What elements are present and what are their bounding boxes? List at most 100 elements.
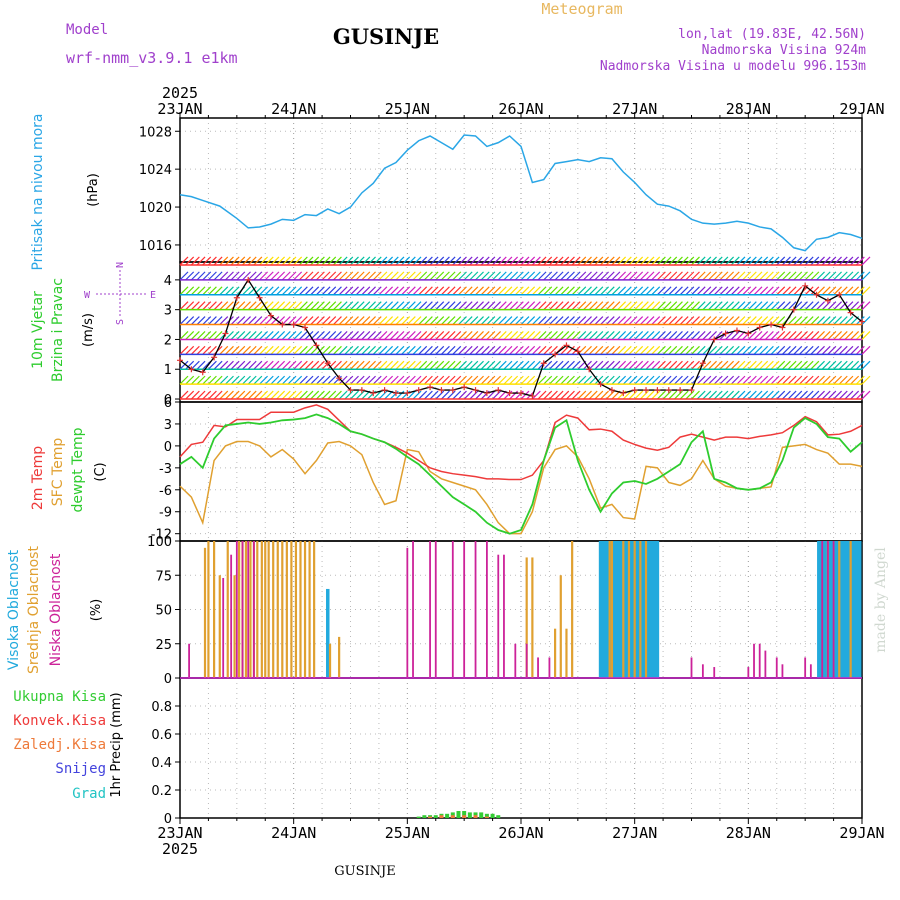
wind-barb [605,286,615,296]
wind-barb [566,316,575,325]
wind-barb [844,256,854,266]
wind-barb [401,316,411,325]
wind-barb [691,286,700,296]
compass-s: S [115,319,126,325]
wind-speed-marker [733,327,740,334]
wind-barb [321,271,331,281]
wind-barb [372,301,382,311]
wind-barb [406,256,416,266]
wind-barb [696,271,706,281]
wind-barb [310,390,320,400]
wind-barb [679,271,689,281]
wind-barb [594,316,604,325]
wind-barb [452,360,462,370]
wind-barb [520,390,530,400]
wind-barb [583,345,592,355]
wind-barb [531,286,541,296]
wind-barb [230,271,240,281]
wind-barb [691,271,700,281]
wind-barb [207,286,217,296]
wind-barb [827,331,837,340]
wind-barb [480,286,490,296]
wind-barb [725,301,735,311]
cloud-bar-high [605,541,610,678]
cloud-bar-mid [276,541,279,678]
wind-barb [628,345,638,355]
time-label-bottom: 26JAN [498,824,543,842]
temp-unit-label: (C) [93,462,108,481]
wind-barb [230,301,240,311]
wind-barb [645,331,655,340]
wind-barb [736,345,746,355]
wind-barb [202,301,212,311]
wind-barb [304,360,314,370]
wind-barb [577,331,587,340]
cloud-bar-high [642,541,646,678]
wind-barb [350,256,359,266]
wind-barb [725,390,735,400]
wind-barb [656,301,666,311]
wind-barb [725,331,735,340]
wind-barb [844,331,854,340]
wind-barb [247,331,257,340]
wind-barb [634,286,644,296]
wind-barb [213,375,223,385]
y-tick-label: -9 [159,506,172,521]
y-tick-label: 75 [155,569,172,584]
wind-barb [435,375,445,385]
wind-barb [571,331,581,340]
wind-barb [503,331,513,340]
time-label-bottom: 27JAN [612,824,657,842]
time-label-top: 29JAN [839,100,884,118]
wind-barb [702,375,712,385]
wind-barb [827,301,837,311]
wind-barb [833,301,843,311]
cloud-bar-high [617,541,621,678]
wind-barb [242,345,251,355]
cloud-label-2: Srednja Oblacnost [26,546,42,674]
wind-barb [202,286,212,296]
wind-barb [583,301,592,311]
wind-barb [668,256,678,266]
wind-barb [350,390,359,400]
wind-barb [270,390,280,400]
wind-barb [389,345,399,355]
cloud-bar-high [839,541,844,678]
wind-speed-marker [859,318,865,325]
wind-barb [452,316,462,325]
wind-barb [287,375,297,385]
wind-barb [645,301,655,311]
wind-barb [594,286,604,296]
wind-barb [696,331,706,340]
wind-barb [600,360,609,370]
wind-barb [344,345,354,355]
wind-barb [458,301,467,311]
wind-barb [628,256,638,266]
wind-barb [764,331,774,340]
cloud-bar-high [846,541,851,678]
wind-barb [770,345,780,355]
cloud-bar-low [827,541,829,678]
wind-barb [520,331,530,340]
wind-barb [429,390,439,400]
wind-barb [270,316,280,325]
wind-barb [827,360,837,370]
wind-barb [799,301,808,311]
wind-barb [622,360,632,370]
wind-barb [418,390,428,400]
wind-barb [770,271,780,281]
wind-barb [833,286,843,296]
wind-barb [446,256,456,266]
wind-barb [639,286,649,296]
model-name: wrf-nmm_v3.9.1 e1km [66,49,238,67]
wind-barb [736,286,746,296]
wind-barb [310,301,320,311]
cloud-bar-low [451,541,454,678]
wind-barb [463,345,473,355]
wind-barb [634,331,644,340]
wind-barb [566,286,575,296]
wind-barb [719,301,729,311]
wind-barb [219,345,229,355]
wind-barb [605,390,615,400]
wind-barb [435,360,445,370]
